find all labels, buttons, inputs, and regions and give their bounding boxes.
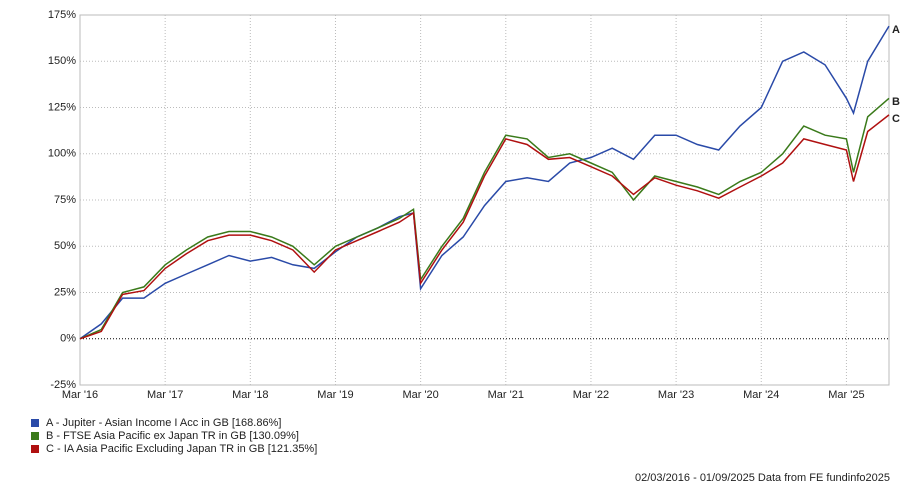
x-tick-label: Mar '23 [658, 389, 694, 401]
y-tick-label: 125% [48, 101, 76, 113]
source-note: 02/03/2016 - 01/09/2025 Data from FE fun… [635, 472, 890, 484]
series-line [79, 97, 890, 340]
y-tick-label: 25% [54, 286, 76, 298]
x-tick-label: Mar '20 [402, 389, 438, 401]
series-end-label: A [892, 24, 900, 36]
x-tick-label: Mar '22 [573, 389, 609, 401]
y-tick-label: 50% [54, 240, 76, 252]
legend-swatch [31, 432, 39, 440]
series-line [79, 25, 890, 340]
series-line [79, 114, 890, 340]
x-tick-label: Mar '24 [743, 389, 779, 401]
x-tick-label: Mar '21 [488, 389, 524, 401]
y-tick-label: 0% [60, 333, 76, 345]
series-end-label: C [892, 113, 900, 125]
legend-swatch [31, 419, 39, 427]
x-tick-label: Mar '19 [317, 389, 353, 401]
x-tick-label: Mar '17 [147, 389, 183, 401]
x-tick-label: Mar '16 [62, 389, 98, 401]
y-tick-label: 100% [48, 148, 76, 160]
y-tick-label: -25% [50, 379, 76, 391]
legend-swatch [31, 445, 39, 453]
y-tick-label: 150% [48, 55, 76, 67]
x-tick-label: Mar '18 [232, 389, 268, 401]
x-tick-label: Mar '25 [828, 389, 864, 401]
legend-label: B - FTSE Asia Pacific ex Japan TR in GB … [46, 430, 299, 442]
legend-label: A - Jupiter - Asian Income I Acc in GB [… [46, 417, 281, 429]
series-end-label: B [892, 96, 900, 108]
y-tick-label: 75% [54, 194, 76, 206]
y-tick-label: 175% [48, 9, 76, 21]
legend-label: C - IA Asia Pacific Excluding Japan TR i… [46, 443, 317, 455]
